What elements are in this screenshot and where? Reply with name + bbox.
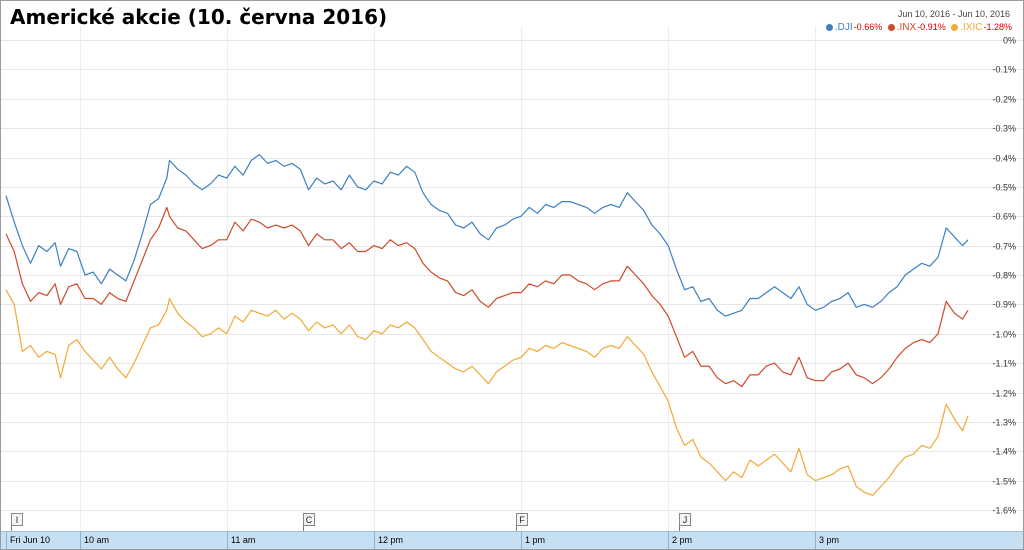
y-tick-label: -1.4% [992, 447, 1016, 457]
event-flag-box [516, 513, 528, 526]
legend-symbol-inx: .INX [896, 22, 917, 33]
legend-change-ixic: -1.28% [983, 22, 1012, 32]
y-tick-label: -1.1% [992, 359, 1016, 369]
legend: .DJI-0.66% .INX-0.91% .IXIC-1.28% [823, 22, 1012, 33]
event-flag-label: F [519, 515, 525, 525]
legend-dot-dji [825, 24, 833, 31]
x-tick-label: 10 am [84, 535, 109, 545]
event-flag-box [679, 513, 691, 526]
time-axis-bar [1, 531, 1023, 549]
legend-item-ixic[interactable]: .IXIC-1.28% [951, 22, 1012, 33]
y-tick-label: -1.0% [992, 330, 1016, 340]
event-flag-j[interactable]: J [679, 513, 691, 532]
event-flag-label: C [306, 515, 313, 525]
legend-symbol-ixic: .IXIC [960, 22, 983, 33]
legend-item-dji[interactable]: .DJI-0.66% [825, 22, 883, 33]
y-tick-label: -1.5% [992, 477, 1016, 487]
x-tick-label: 1 pm [525, 535, 545, 545]
x-tick-label: 2 pm [672, 535, 692, 545]
y-tick-label: -0.1% [992, 65, 1016, 75]
y-tick-label: 0% [1003, 36, 1016, 46]
y-tick-label: -0.3% [992, 124, 1016, 134]
event-flag-f[interactable]: F [516, 513, 528, 532]
y-tick-label: -1.6% [992, 506, 1016, 516]
event-flag-label: J [683, 515, 688, 525]
event-flag-box [303, 513, 315, 526]
y-tick-label: -0.7% [992, 242, 1016, 252]
x-tick-label: 3 pm [819, 535, 839, 545]
y-tick-label: -0.9% [992, 300, 1016, 310]
x-tick-label: Fri Jun 10 [10, 535, 50, 545]
legend-change-dji: -0.66% [853, 22, 883, 32]
legend-change-inx: -0.91% [917, 22, 946, 32]
date-range: Jun 10, 2016 - Jun 10, 2016 [897, 9, 1010, 19]
series-line-ixic [5, 289, 969, 496]
y-tick-label: -0.6% [992, 212, 1016, 222]
legend-item-inx[interactable]: .INX-0.91% [887, 22, 946, 33]
legend-dot-ixic [951, 24, 959, 31]
y-tick-label: -0.8% [992, 271, 1016, 281]
x-tick-label: 11 am [231, 535, 255, 545]
legend-dot-inx [887, 24, 895, 31]
y-tick-label: -0.4% [992, 154, 1016, 164]
series-line-dji [5, 154, 969, 317]
event-flag-i[interactable]: I [11, 513, 23, 532]
y-tick-label: -1.3% [992, 418, 1016, 428]
y-tick-label: -0.2% [992, 95, 1016, 105]
event-flag-box [11, 513, 23, 526]
legend-symbol-dji: .DJI [834, 22, 853, 33]
event-flag-c[interactable]: C [303, 513, 315, 532]
event-flag-label: I [16, 515, 19, 525]
series-line-inx [5, 206, 969, 388]
y-tick-label: -1.2% [992, 389, 1016, 399]
y-tick-label: -0.5% [992, 183, 1016, 193]
x-tick-label: 12 pm [378, 535, 403, 545]
chart-title: Americké akcie (10. června 2016) [10, 5, 388, 29]
